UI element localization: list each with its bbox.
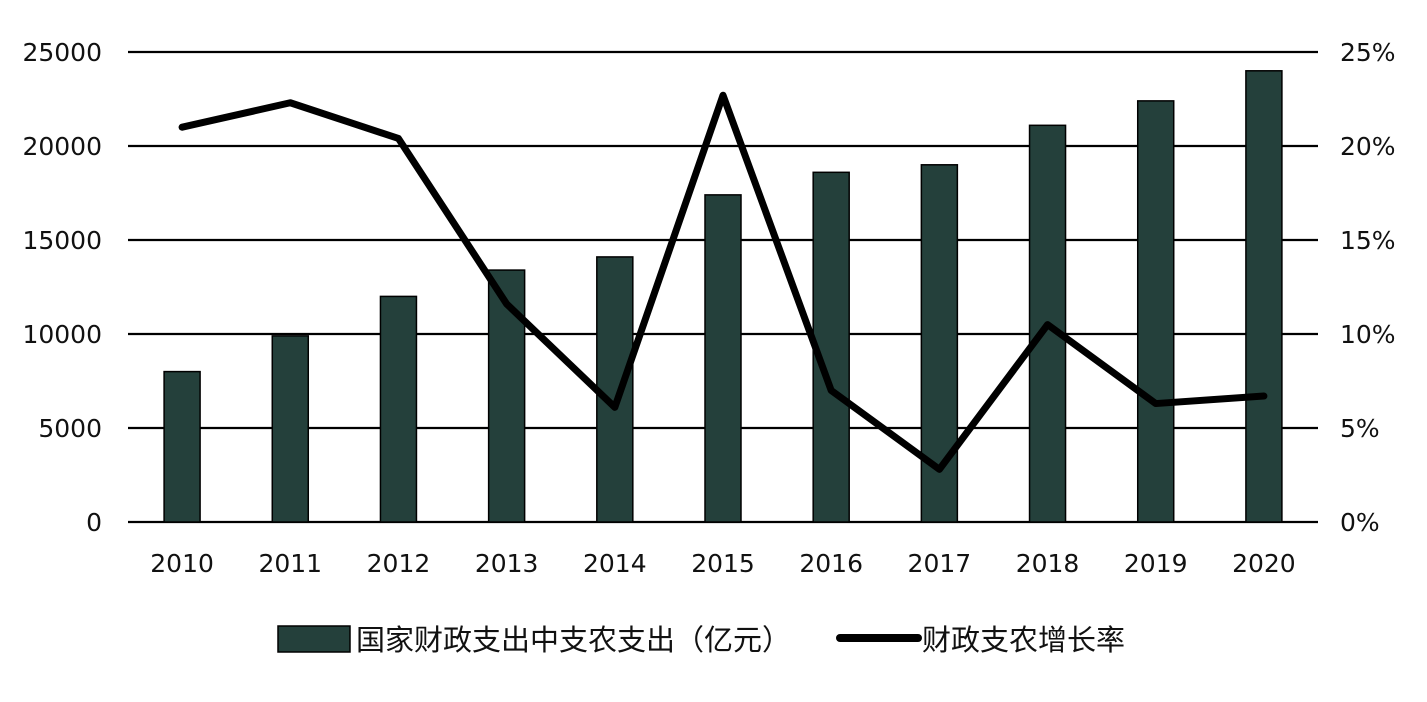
legend-label-line: 财政支农增长率 [922, 623, 1125, 657]
legend-swatch-bar [278, 626, 350, 652]
x-tick-label: 2013 [475, 549, 539, 578]
x-axis-ticks: 2010 2011 2012 2013 2014 2015 2016 2017 2018 2019… [150, 549, 1295, 578]
left-tick-label: 0 [86, 508, 102, 537]
legend: 国家财政支出中支农支出（亿元） 财政支农增长率 [278, 623, 1125, 657]
x-tick-label: 2020 [1232, 549, 1296, 578]
bar-2012 [380, 296, 416, 522]
x-tick-label: 2018 [1016, 549, 1080, 578]
left-tick-label: 25000 [22, 38, 102, 67]
x-tick-label: 2010 [150, 549, 214, 578]
right-tick-label: 10% [1340, 320, 1396, 349]
left-tick-label: 10000 [22, 320, 102, 349]
right-tick-label: 20% [1340, 132, 1396, 161]
x-tick-label: 2014 [583, 549, 647, 578]
x-tick-label: 2011 [258, 549, 322, 578]
right-tick-label: 0% [1340, 508, 1380, 537]
bar-2010 [164, 372, 200, 522]
x-tick-label: 2015 [691, 549, 755, 578]
right-tick-label: 15% [1340, 226, 1396, 255]
x-tick-label: 2017 [908, 549, 972, 578]
left-axis-ticks: 0 5000 10000 15000 20000 25000 [22, 38, 102, 537]
bar-2011 [272, 336, 308, 522]
bar-2020 [1246, 71, 1282, 522]
x-tick-label: 2019 [1124, 549, 1188, 578]
bar-2019 [1138, 101, 1174, 522]
bar-2015 [705, 195, 741, 522]
x-tick-label: 2016 [799, 549, 863, 578]
right-tick-label: 25% [1340, 38, 1396, 67]
right-tick-label: 5% [1340, 414, 1380, 443]
right-axis-ticks: 0% 5% 10% 15% 20% 25% [1340, 38, 1396, 537]
bar-series [164, 71, 1282, 522]
bar-2014 [597, 257, 633, 522]
left-tick-label: 5000 [38, 414, 102, 443]
left-tick-label: 15000 [22, 226, 102, 255]
x-tick-label: 2012 [367, 549, 431, 578]
legend-label-bar: 国家财政支出中支农支出（亿元） [356, 623, 791, 657]
left-tick-label: 20000 [22, 132, 102, 161]
